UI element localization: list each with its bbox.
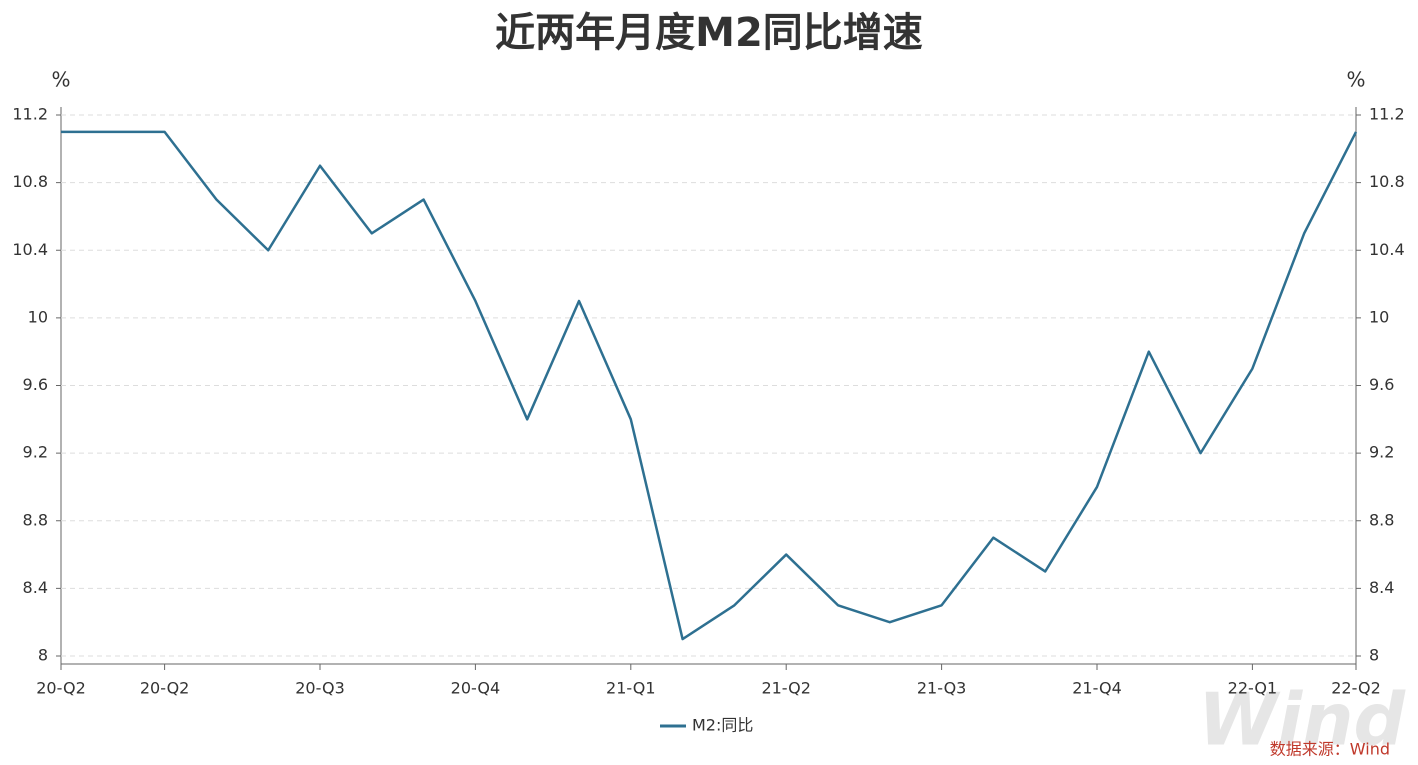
y-tick-label: 8.8 bbox=[23, 510, 48, 529]
y-tick-label: 10.4 bbox=[12, 240, 48, 259]
y2-tick-label: 10.8 bbox=[1369, 172, 1405, 191]
source: 数据来源：Wind bbox=[1270, 740, 1390, 759]
y2-unit: % bbox=[1346, 68, 1365, 92]
y2-tick-label: 8 bbox=[1369, 646, 1379, 665]
y2-tick-label: 9.6 bbox=[1369, 375, 1394, 394]
y2-tick-label: 8.4 bbox=[1369, 578, 1394, 597]
chart-title: 近两年月度M2同比增速 bbox=[495, 10, 923, 56]
y-tick-label: 11.2 bbox=[12, 105, 48, 124]
x-tick-label: 21-Q4 bbox=[1072, 679, 1122, 698]
y-tick-label: 10.8 bbox=[12, 172, 48, 191]
y-unit: % bbox=[51, 68, 70, 92]
y-tick-label: 8 bbox=[38, 646, 48, 665]
y-tick-label: 8.4 bbox=[23, 578, 48, 597]
x-tick-label: 20-Q4 bbox=[451, 679, 501, 698]
y-tick-label: 9.2 bbox=[23, 443, 48, 462]
watermark: Wind bbox=[1198, 678, 1406, 762]
x-tick-label: 20-Q2 bbox=[36, 679, 86, 698]
line bbox=[61, 130, 1358, 641]
x-tick-label: 21-Q2 bbox=[761, 679, 811, 698]
x-tick-label: 20-Q3 bbox=[295, 679, 345, 698]
y2-tick-label: 8.8 bbox=[1369, 510, 1394, 529]
y2-tick-label: 11.2 bbox=[1369, 105, 1405, 124]
x-tick-label: 21-Q1 bbox=[606, 679, 656, 698]
y-tick-label: 9.6 bbox=[23, 375, 48, 394]
y2-tick-label: 10.4 bbox=[1369, 240, 1405, 259]
y2-tick-label: 10 bbox=[1369, 307, 1389, 326]
y-tick-label: 10 bbox=[28, 307, 48, 326]
x-tick-label: 21-Q3 bbox=[917, 679, 967, 698]
y2-tick-label: 9.2 bbox=[1369, 443, 1394, 462]
legend-label: M2:同比 bbox=[692, 716, 753, 735]
x-tick-label: 22-Q2 bbox=[1331, 679, 1381, 698]
x-tick-label: 22-Q1 bbox=[1228, 679, 1278, 698]
x-tick-label: 20-Q2 bbox=[140, 679, 190, 698]
